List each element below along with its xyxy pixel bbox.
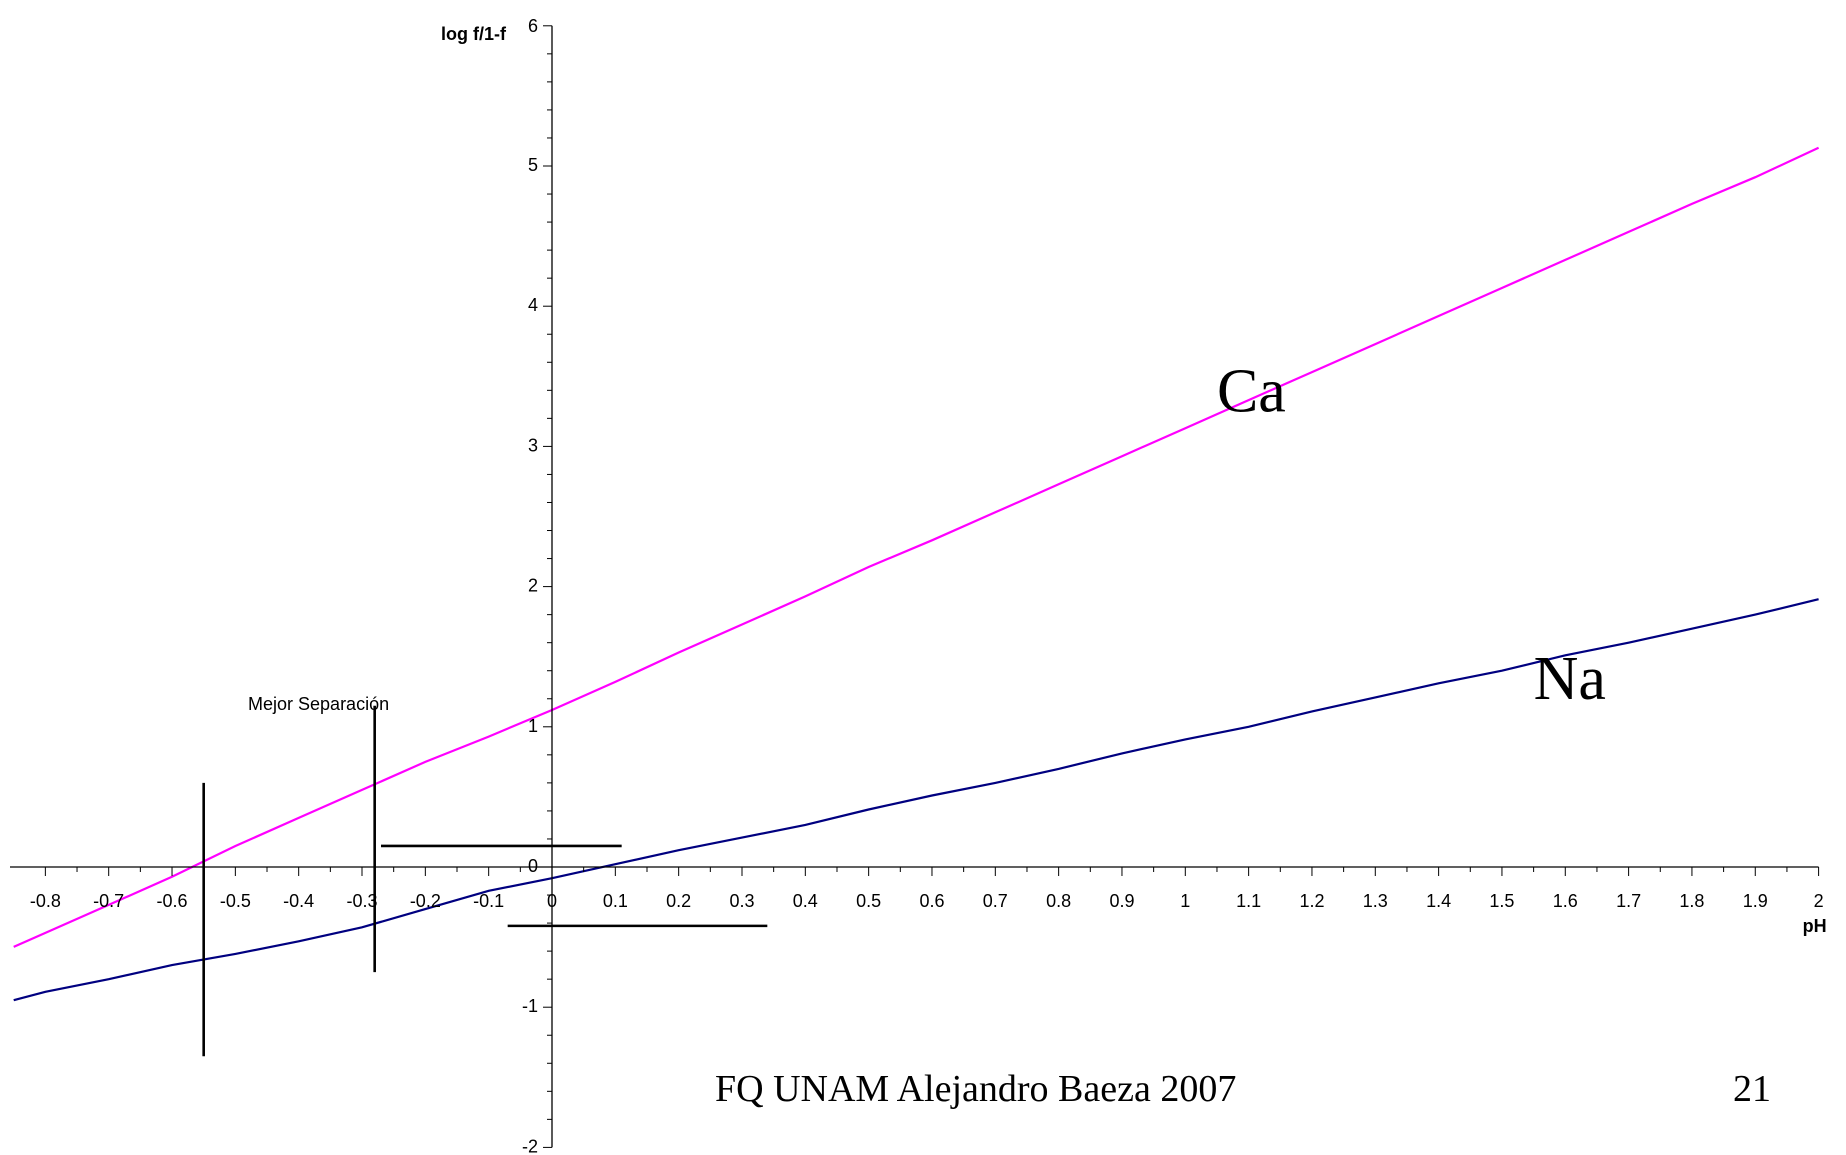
x-tick-label: 0.4	[793, 891, 818, 911]
x-tick-label: -0.4	[283, 891, 314, 911]
y-tick-label: 3	[528, 435, 538, 455]
y-tick-label: 0	[528, 856, 538, 876]
x-tick-label: 0.8	[1046, 891, 1071, 911]
x-tick-label: 1.4	[1426, 891, 1451, 911]
x-tick-label: 0.7	[983, 891, 1008, 911]
x-tick-label: -0.3	[346, 891, 377, 911]
series-label-na: Na	[1534, 645, 1606, 713]
x-tick-label: 0.5	[856, 891, 881, 911]
footer-credit: FQ UNAM Alejandro Baeza 2007	[715, 1068, 1236, 1110]
y-tick-label: 1	[528, 716, 538, 736]
x-tick-label: 1	[1180, 891, 1190, 911]
y-tick-label: 5	[528, 155, 538, 175]
y-tick-label: -1	[522, 996, 538, 1016]
series-line-na	[13, 598, 1819, 1002]
x-tick-label: -0.8	[30, 891, 61, 911]
series-layer	[13, 146, 1820, 1002]
x-tick-label: 1.1	[1236, 891, 1261, 911]
y-tick-label: 6	[528, 16, 538, 36]
x-tick-label: 1.9	[1743, 891, 1768, 911]
x-tick-label: 1.2	[1299, 891, 1324, 911]
x-tick-label: 0.3	[729, 891, 754, 911]
y-tick-label: 4	[528, 295, 538, 315]
x-axis-title: pH	[1803, 916, 1827, 936]
x-tick-label: 0.6	[919, 891, 944, 911]
x-tick-label: 0.2	[666, 891, 691, 911]
x-tick-label: -0.2	[410, 891, 441, 911]
x-tick-label: -0.7	[93, 891, 124, 911]
y-tick-label: -2	[522, 1136, 538, 1155]
x-tick-label: 2	[1814, 891, 1824, 911]
x-tick-label: 1.6	[1553, 891, 1578, 911]
axes-layer: -0.8 -0.7 -0.6 -0.5 -0.4 -0.3 -0.2 -0.1 0 0.1 0.2 0…	[10, 16, 1827, 1155]
series-label-ca: Ca	[1217, 357, 1286, 425]
annotation-mejor-separacion: Mejor Separación	[248, 694, 389, 714]
x-tick-label: 1.3	[1363, 891, 1388, 911]
x-tick-label: -0.5	[220, 891, 251, 911]
marker-layer	[202, 705, 768, 1057]
label-layer: Mejor Separación Ca Na	[248, 357, 1606, 714]
x-tick-label: 0.1	[603, 891, 628, 911]
x-tick-label: -0.6	[157, 891, 188, 911]
series-line-ca	[13, 146, 1820, 948]
page-number: 21	[1733, 1068, 1771, 1110]
x-tick-label: 1.8	[1679, 891, 1704, 911]
x-tick-label: -0.1	[473, 891, 504, 911]
x-tick-label: 1.7	[1616, 891, 1641, 911]
y-axis-title: log f/1-f	[441, 24, 507, 44]
y-tick-label: 2	[528, 576, 538, 596]
x-tick-label: 0	[547, 891, 557, 911]
x-tick-label: 0.9	[1109, 891, 1134, 911]
x-tick-label: 1.5	[1489, 891, 1514, 911]
